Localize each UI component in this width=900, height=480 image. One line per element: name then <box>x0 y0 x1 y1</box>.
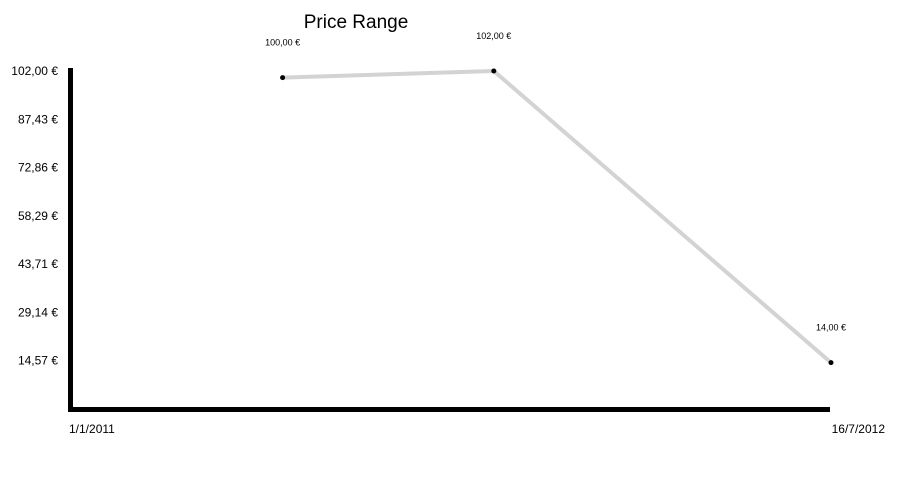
data-point <box>491 68 497 74</box>
y-tick-label: 43,71 € <box>18 257 58 271</box>
data-labels: 100,00 € 102,00 € 14,00 € <box>265 31 846 333</box>
price-series <box>282 69 833 365</box>
y-tick-label: 72,86 € <box>18 161 58 175</box>
x-tick-label-end: 16/7/2012 <box>832 422 886 436</box>
data-label: 100,00 € <box>265 38 300 48</box>
data-point <box>280 75 286 81</box>
y-tick-label: 87,43 € <box>18 112 58 126</box>
x-tick-label-start: 1/1/2011 <box>69 422 115 436</box>
y-tick-label: 29,14 € <box>18 305 58 319</box>
chart-title: Price Range <box>304 12 409 33</box>
y-tick-label: 58,29 € <box>18 209 58 223</box>
y-tick-label: 14,57 € <box>18 354 58 368</box>
data-point <box>828 360 834 366</box>
y-tick-labels: 102,00 € 87,43 € 72,86 € 58,29 € 43,71 € 29,1… <box>11 64 58 368</box>
series-line <box>282 69 833 365</box>
data-points <box>280 68 834 366</box>
data-label: 14,00 € <box>816 323 846 333</box>
data-label: 102,00 € <box>476 31 511 41</box>
y-tick-label: 102,00 € <box>11 64 58 78</box>
